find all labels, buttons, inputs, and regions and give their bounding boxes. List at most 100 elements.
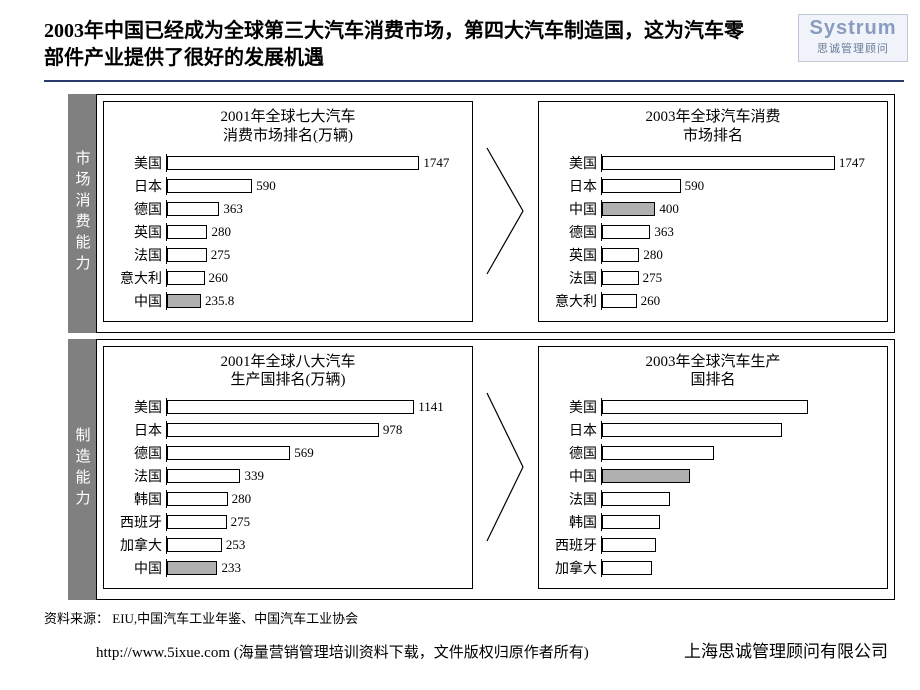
bar xyxy=(602,492,670,506)
bar xyxy=(167,492,228,506)
bar-row: 日本 xyxy=(549,419,877,441)
bar-track: 280 xyxy=(166,223,462,241)
bar-row: 德国 569 xyxy=(114,442,462,464)
bar-row: 美国1141 xyxy=(114,396,462,418)
bar-track: 280 xyxy=(166,490,462,508)
bar-value: 253 xyxy=(226,537,246,553)
bar-row: 西班牙275 xyxy=(114,511,462,533)
bar-label: 韩国 xyxy=(114,489,166,509)
bar-track: 260 xyxy=(601,292,877,310)
bar-label: 日本 xyxy=(549,420,601,440)
bar-row: 意大利 260 xyxy=(549,290,877,312)
bar xyxy=(167,225,207,239)
bar-label: 德国 xyxy=(114,199,166,219)
bar-label: 美国 xyxy=(114,397,166,417)
bar-row: 日本 978 xyxy=(114,419,462,441)
bar-label: 法国 xyxy=(114,245,166,265)
bar-track: 1747 xyxy=(601,154,877,172)
logo-cn: 思诚管理顾问 xyxy=(799,40,907,56)
bar-track xyxy=(601,513,877,531)
bar xyxy=(602,561,652,575)
panel-body: 2001年全球七大汽车消费市场排名(万辆)美国1747日本590德国363英国2… xyxy=(96,94,895,333)
bar xyxy=(602,271,639,285)
header-divider xyxy=(44,80,904,82)
bar-value: 978 xyxy=(383,422,403,438)
bar-label: 中国 xyxy=(114,558,166,578)
bar xyxy=(167,423,379,437)
bar-label: 德国 xyxy=(114,443,166,463)
bar-track: 253 xyxy=(166,536,462,554)
bar-label: 法国 xyxy=(549,489,601,509)
bar-value: 569 xyxy=(294,445,314,461)
bar xyxy=(602,515,660,529)
bar-value: 260 xyxy=(641,293,661,309)
source-text: EIU,中国汽车工业年鉴、中国汽车工业协会 xyxy=(112,611,358,626)
bar xyxy=(167,202,219,216)
bar-row: 德国363 xyxy=(114,198,462,220)
bar-row: 日本590 xyxy=(549,175,877,197)
chart-box: 2001年全球七大汽车消费市场排名(万辆)美国1747日本590德国363英国2… xyxy=(103,101,473,322)
bar-value: 235.8 xyxy=(205,293,234,309)
bar-track xyxy=(601,467,877,485)
bar xyxy=(167,294,201,308)
bar xyxy=(167,156,419,170)
bar-track: 1747 xyxy=(166,154,462,172)
bar-row: 中国235.8 xyxy=(114,290,462,312)
bar-row: 中国233 xyxy=(114,557,462,579)
bar-row: 日本590 xyxy=(114,175,462,197)
bar xyxy=(602,294,637,308)
bar-label: 日本 xyxy=(114,420,166,440)
bar-label: 美国 xyxy=(549,153,601,173)
panel: 制造能力2001年全球八大汽车生产国排名(万辆)美国1141日本978德国569… xyxy=(68,339,895,601)
bar-value: 1747 xyxy=(423,155,449,171)
bar-track: 363 xyxy=(601,223,877,241)
bar xyxy=(167,446,290,460)
bar xyxy=(602,202,655,216)
bar-track: 260 xyxy=(166,269,462,287)
footer: http://www.5ixue.com (海量营销管理培训资料下载，文件版权归… xyxy=(0,627,920,672)
chart-title: 2001年全球八大汽车生产国排名(万辆) xyxy=(114,353,462,391)
bar-label: 西班牙 xyxy=(114,512,166,532)
bar-label: 英国 xyxy=(114,222,166,242)
bar-label: 日本 xyxy=(549,176,601,196)
bar-value: 280 xyxy=(232,491,252,507)
bar-track: 275 xyxy=(166,513,462,531)
panel: 市场消费能力2001年全球七大汽车消费市场排名(万辆)美国1747日本590德国… xyxy=(68,94,895,333)
bar-row: 中国 xyxy=(549,465,877,487)
bar-track: 400 xyxy=(601,200,877,218)
bar-value: 275 xyxy=(643,270,663,286)
bar-row: 德国 xyxy=(549,442,877,464)
bar-row: 法国 275 xyxy=(549,267,877,289)
logo-en: Systrum xyxy=(799,17,907,40)
bar-label: 美国 xyxy=(549,397,601,417)
chart-box: 2003年全球汽车消费市场排名美国1747日本590中国400德国363英国28… xyxy=(538,101,888,322)
bar xyxy=(167,248,207,262)
source-line: 资料来源： EIU,中国汽车工业年鉴、中国汽车工业协会 xyxy=(44,608,920,627)
bar-track xyxy=(601,398,877,416)
bar-row: 韩国 280 xyxy=(114,488,462,510)
bar-track: 590 xyxy=(166,177,462,195)
source-label: 资料来源： xyxy=(44,611,109,626)
bar-value: 275 xyxy=(211,247,231,263)
bar-row: 德国363 xyxy=(549,221,877,243)
chart-box: 2003年全球汽车生产国排名美国日本德国中国法国韩国西班牙加拿大 xyxy=(538,346,888,590)
bar-label: 美国 xyxy=(114,153,166,173)
bar-row: 美国 1747 xyxy=(114,152,462,174)
bar xyxy=(602,446,714,460)
bar-track: 569 xyxy=(166,444,462,462)
bar-track: 275 xyxy=(601,269,877,287)
page-title: 2003年中国已经成为全球第三大汽车消费市场，第四大汽车制造国，这为汽车零部件产… xyxy=(44,18,744,72)
bar xyxy=(602,423,782,437)
bar xyxy=(167,400,414,414)
bar-value: 339 xyxy=(244,468,264,484)
bar-track: 233 xyxy=(166,559,462,577)
bar-value: 1747 xyxy=(839,155,865,171)
bar-track: 339 xyxy=(166,467,462,485)
bar xyxy=(602,469,690,483)
bar-row: 英国280 xyxy=(114,221,462,243)
arrow-icon xyxy=(483,389,527,545)
bar-track: 363 xyxy=(166,200,462,218)
bar-label: 法国 xyxy=(549,268,601,288)
bar-label: 意大利 xyxy=(549,291,601,311)
bar-label: 法国 xyxy=(114,466,166,486)
